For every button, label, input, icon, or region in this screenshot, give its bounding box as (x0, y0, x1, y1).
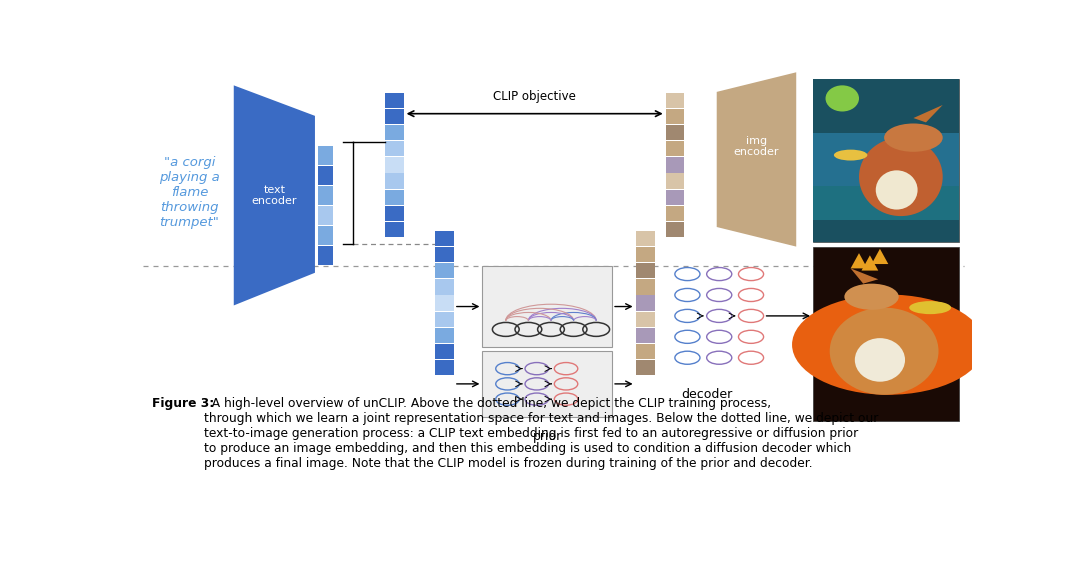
Bar (813, 134, 959, 186)
Circle shape (792, 294, 985, 395)
Ellipse shape (825, 85, 859, 112)
Text: "a corgi
playing a
flame
throwing
trumpet": "a corgi playing a flame throwing trumpe… (159, 156, 220, 229)
Bar (386, 222, 404, 237)
Bar (435, 328, 454, 343)
Text: text
encoder: text encoder (252, 185, 297, 206)
Ellipse shape (855, 338, 905, 381)
Bar (319, 146, 334, 165)
Ellipse shape (876, 170, 918, 209)
Bar (435, 247, 454, 262)
Ellipse shape (845, 284, 899, 310)
Bar (319, 166, 334, 185)
Bar (813, 186, 959, 220)
Bar (665, 141, 684, 156)
Text: prior: prior (532, 430, 562, 443)
Bar (319, 206, 334, 225)
Ellipse shape (859, 138, 943, 216)
Polygon shape (851, 268, 878, 284)
Bar (636, 360, 654, 375)
Bar (435, 263, 454, 278)
Ellipse shape (909, 301, 951, 314)
Bar (665, 125, 684, 140)
Text: CLIP objective: CLIP objective (494, 90, 576, 103)
Bar (813, 221, 959, 242)
Polygon shape (862, 255, 878, 271)
Bar (435, 344, 454, 359)
Bar (319, 226, 334, 245)
Bar (636, 279, 654, 294)
Bar (665, 157, 684, 173)
Ellipse shape (829, 308, 939, 395)
Bar (386, 141, 404, 156)
Text: img
encoder: img encoder (733, 136, 780, 157)
Bar (636, 247, 654, 262)
FancyBboxPatch shape (813, 79, 959, 242)
Bar (435, 279, 454, 294)
Polygon shape (717, 72, 796, 247)
Bar (386, 93, 404, 108)
Bar (636, 344, 654, 359)
Bar (386, 125, 404, 140)
Bar (319, 246, 334, 265)
FancyBboxPatch shape (483, 266, 612, 347)
Polygon shape (914, 105, 943, 122)
Bar (636, 263, 654, 278)
Bar (636, 295, 654, 311)
Bar (435, 360, 454, 375)
Polygon shape (872, 249, 889, 264)
Bar (435, 311, 454, 327)
Bar (435, 295, 454, 311)
Bar (435, 231, 454, 246)
Ellipse shape (834, 149, 867, 161)
Bar (636, 328, 654, 343)
Bar (665, 109, 684, 124)
Bar (386, 173, 404, 188)
Bar (813, 79, 959, 134)
Bar (386, 109, 404, 124)
Text: decoder: decoder (681, 388, 732, 401)
Bar (386, 190, 404, 205)
Bar (319, 186, 334, 205)
Bar (665, 222, 684, 237)
FancyBboxPatch shape (483, 351, 612, 417)
Bar (386, 157, 404, 173)
Bar (665, 190, 684, 205)
Polygon shape (233, 85, 315, 306)
Bar (665, 93, 684, 108)
Polygon shape (851, 253, 867, 268)
Ellipse shape (885, 123, 943, 152)
Bar (665, 173, 684, 188)
FancyBboxPatch shape (813, 247, 959, 421)
Bar (386, 205, 404, 221)
Text: A high-level overview of unCLIP. Above the dotted line, we depict the CLIP train: A high-level overview of unCLIP. Above t… (204, 397, 878, 470)
Bar (636, 231, 654, 246)
Text: Figure 3:: Figure 3: (151, 397, 214, 410)
Bar (636, 311, 654, 327)
Bar (665, 205, 684, 221)
